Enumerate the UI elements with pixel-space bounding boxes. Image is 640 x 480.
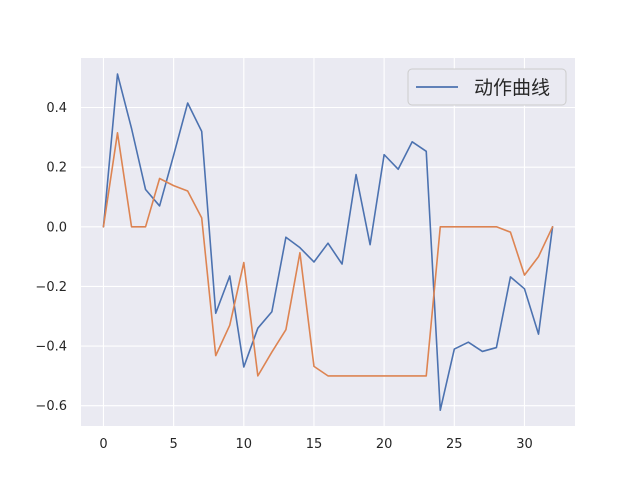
x-tick-label: 10 (236, 437, 253, 452)
series-layer (102, 73, 554, 411)
y-tick-label: 0.4 (46, 101, 67, 116)
x-tick-label: 15 (306, 437, 323, 452)
y-axis-ticks: −0.6 −0.4 −0.2 0.0 0.2 0.4 (35, 101, 67, 414)
x-axis-ticks: 0 5 10 15 20 25 30 (99, 437, 532, 452)
y-tick-label: −0.4 (35, 340, 67, 355)
x-tick-label: 25 (446, 437, 463, 452)
y-tick-label: −0.6 (35, 399, 67, 414)
legend-box (407, 68, 567, 106)
x-tick-label: 5 (169, 437, 177, 452)
x-tick-label: 0 (99, 437, 107, 452)
plot-area (81, 58, 575, 426)
y-tick-label: 0.0 (46, 220, 67, 235)
legend: 动作曲线 (407, 68, 567, 106)
legend-label: 动作曲线 (474, 77, 550, 99)
x-tick-label: 30 (516, 437, 533, 452)
series-line-2 (102, 132, 554, 377)
series-line-1 (102, 73, 554, 411)
y-tick-label: 0.2 (46, 161, 67, 176)
grid-lines (81, 58, 575, 426)
y-tick-label: −0.2 (35, 280, 67, 295)
x-tick-label: 20 (376, 437, 393, 452)
